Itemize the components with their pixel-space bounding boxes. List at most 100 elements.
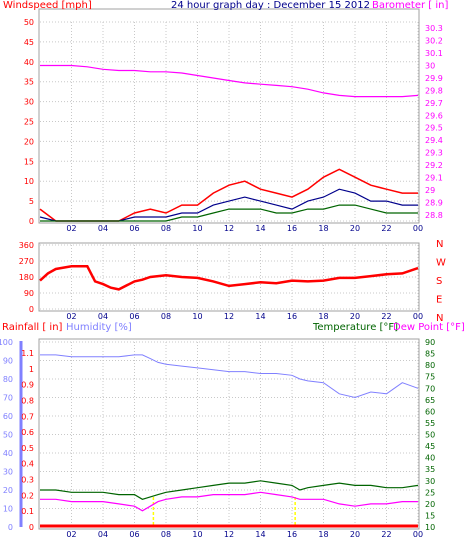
rainfall-y-tick-label: 0.5 xyxy=(21,444,34,453)
x-tick-label: 10 xyxy=(192,530,202,539)
rainfall-y-tick-label: 1.1 xyxy=(21,349,34,358)
x-tick-label: 12 xyxy=(224,312,234,321)
temperature-y-tick-label: 35 xyxy=(425,465,435,474)
wind-y-tick-label: 35 xyxy=(24,78,34,87)
temperature-y-tick-label: 55 xyxy=(425,419,435,428)
humidity-y-tick-label: 20 xyxy=(3,486,13,495)
x-tick-label: 00 xyxy=(413,312,423,321)
temperature-y-tick-label: 50 xyxy=(425,431,435,440)
compass-label: N xyxy=(436,239,443,250)
barometer-y-tick-label: 28.9 xyxy=(425,198,443,207)
barometer-axis-title: Barometer [ in] xyxy=(372,0,448,11)
x-tick-label: 00 xyxy=(413,530,423,539)
rainfall-y-tick-label: 0.9 xyxy=(21,381,34,390)
temperature-y-tick-label: 70 xyxy=(425,384,435,393)
x-tick-label: 08 xyxy=(161,224,171,233)
x-tick-label: 14 xyxy=(255,530,265,539)
temperature-y-tick-label: 60 xyxy=(425,407,435,416)
direction-y-tick-label: 0 xyxy=(29,305,34,314)
humidity-y-tick-label: 70 xyxy=(3,394,13,403)
wind-y-tick-label: 0 xyxy=(29,217,34,226)
x-tick-label: 16 xyxy=(287,224,297,233)
wind-y-tick-label: 20 xyxy=(24,137,34,146)
wind-low-line xyxy=(40,204,418,222)
temperature-y-tick-label: 25 xyxy=(425,488,435,497)
dewpoint-line xyxy=(40,491,418,512)
x-tick-label: 02 xyxy=(66,224,76,233)
temperature-y-tick-label: 45 xyxy=(425,442,435,451)
temperature-y-tick-label: 10 xyxy=(425,523,435,532)
rainfall-y-tick-label: 0.2 xyxy=(21,491,34,500)
humidity-y-tick-label: 90 xyxy=(3,357,13,366)
barometer-y-tick-label: 29.3 xyxy=(425,149,443,158)
x-tick-label: 16 xyxy=(287,530,297,539)
rainfall-y-tick-label: 0.1 xyxy=(21,507,34,516)
temperature-y-tick-label: 90 xyxy=(425,338,435,347)
humidity-y-tick-label: 50 xyxy=(3,431,13,440)
x-tick-label: 14 xyxy=(255,224,265,233)
barometer-y-tick-label: 29.1 xyxy=(425,173,443,182)
barometer-y-tick-label: 29.2 xyxy=(425,161,443,170)
compass-label: S xyxy=(436,276,442,287)
x-tick-label: 18 xyxy=(318,530,328,539)
compass-label: E xyxy=(436,295,442,306)
x-tick-label: 16 xyxy=(287,312,297,321)
barometer-y-tick-label: 30 xyxy=(425,62,435,71)
graph-title: 24 hour graph day : December 15 2012 xyxy=(171,0,370,11)
x-tick-label: 08 xyxy=(161,312,171,321)
rainfall-y-tick-label: 0.7 xyxy=(21,412,34,421)
direction-y-tick-label: 360 xyxy=(19,241,34,250)
barometer-y-tick-label: 29.7 xyxy=(425,99,443,108)
humidity-y-tick-label: 80 xyxy=(3,375,13,384)
wind-y-tick-label: 10 xyxy=(24,177,34,186)
x-tick-label: 12 xyxy=(224,224,234,233)
wind-axis-title: Windspeed [mph] xyxy=(3,0,92,11)
rainfall-y-tick-label: 0.3 xyxy=(21,476,34,485)
rainfall-legend: Rainfall [ in] xyxy=(2,322,63,333)
wind-y-tick-label: 45 xyxy=(24,38,34,47)
x-tick-label: 20 xyxy=(350,312,360,321)
temperature-y-tick-label: 85 xyxy=(425,350,435,359)
wind-y-tick-label: 50 xyxy=(24,18,34,27)
x-tick-label: 04 xyxy=(98,224,108,233)
barometer-y-tick-label: 30.1 xyxy=(425,49,443,58)
series-layer xyxy=(39,64,419,528)
barometer-y-tick-label: 29.4 xyxy=(425,136,443,145)
barometer-y-tick-label: 29.9 xyxy=(425,74,443,83)
temperature-y-tick-label: 40 xyxy=(425,454,435,463)
barometer-y-tick-label: 29 xyxy=(425,186,435,195)
rainfall-y-tick-label: 0 xyxy=(29,523,34,532)
wind-y-tick-label: 25 xyxy=(24,118,34,127)
x-tick-label: 22 xyxy=(381,224,391,233)
temperature-y-tick-label: 75 xyxy=(425,373,435,382)
barometer-y-tick-label: 29.8 xyxy=(425,86,443,95)
temperature-legend: Temperature [°F] xyxy=(312,322,398,333)
rainfall-y-tick-label: 0.4 xyxy=(21,460,34,469)
x-tick-label: 18 xyxy=(318,312,328,321)
wind-y-tick-label: 15 xyxy=(24,157,34,166)
x-tick-label: 02 xyxy=(66,312,76,321)
barometer-y-tick-label: 30.2 xyxy=(425,37,443,46)
x-tick-label: 20 xyxy=(350,530,360,539)
humidity-y-tick-label: 30 xyxy=(3,468,13,477)
x-tick-label: 04 xyxy=(98,530,108,539)
x-tick-label: 04 xyxy=(98,312,108,321)
humidity-y-tick-label: 40 xyxy=(3,449,13,458)
x-tick-label: 10 xyxy=(192,224,202,233)
barometer-y-tick-label: 29.6 xyxy=(425,111,443,120)
humidity-y-tick-label: 100 xyxy=(0,338,13,347)
rainfall-y-tick-label: 1 xyxy=(29,365,34,374)
x-tick-label: 06 xyxy=(129,224,139,233)
temperature-y-tick-label: 65 xyxy=(425,396,435,405)
x-tick-label: 18 xyxy=(318,224,328,233)
x-tick-label: 10 xyxy=(192,312,202,321)
x-tick-label: 02 xyxy=(66,530,76,539)
barometer-y-tick-label: 28.8 xyxy=(425,211,443,220)
barometer-y-tick-label: 29.5 xyxy=(425,124,443,133)
rainfall-y-tick-label: 0.8 xyxy=(21,396,34,405)
dewpoint-legend: Dew Point [°F] xyxy=(393,322,465,333)
barometer-y-tick-label: 30.3 xyxy=(425,24,443,33)
